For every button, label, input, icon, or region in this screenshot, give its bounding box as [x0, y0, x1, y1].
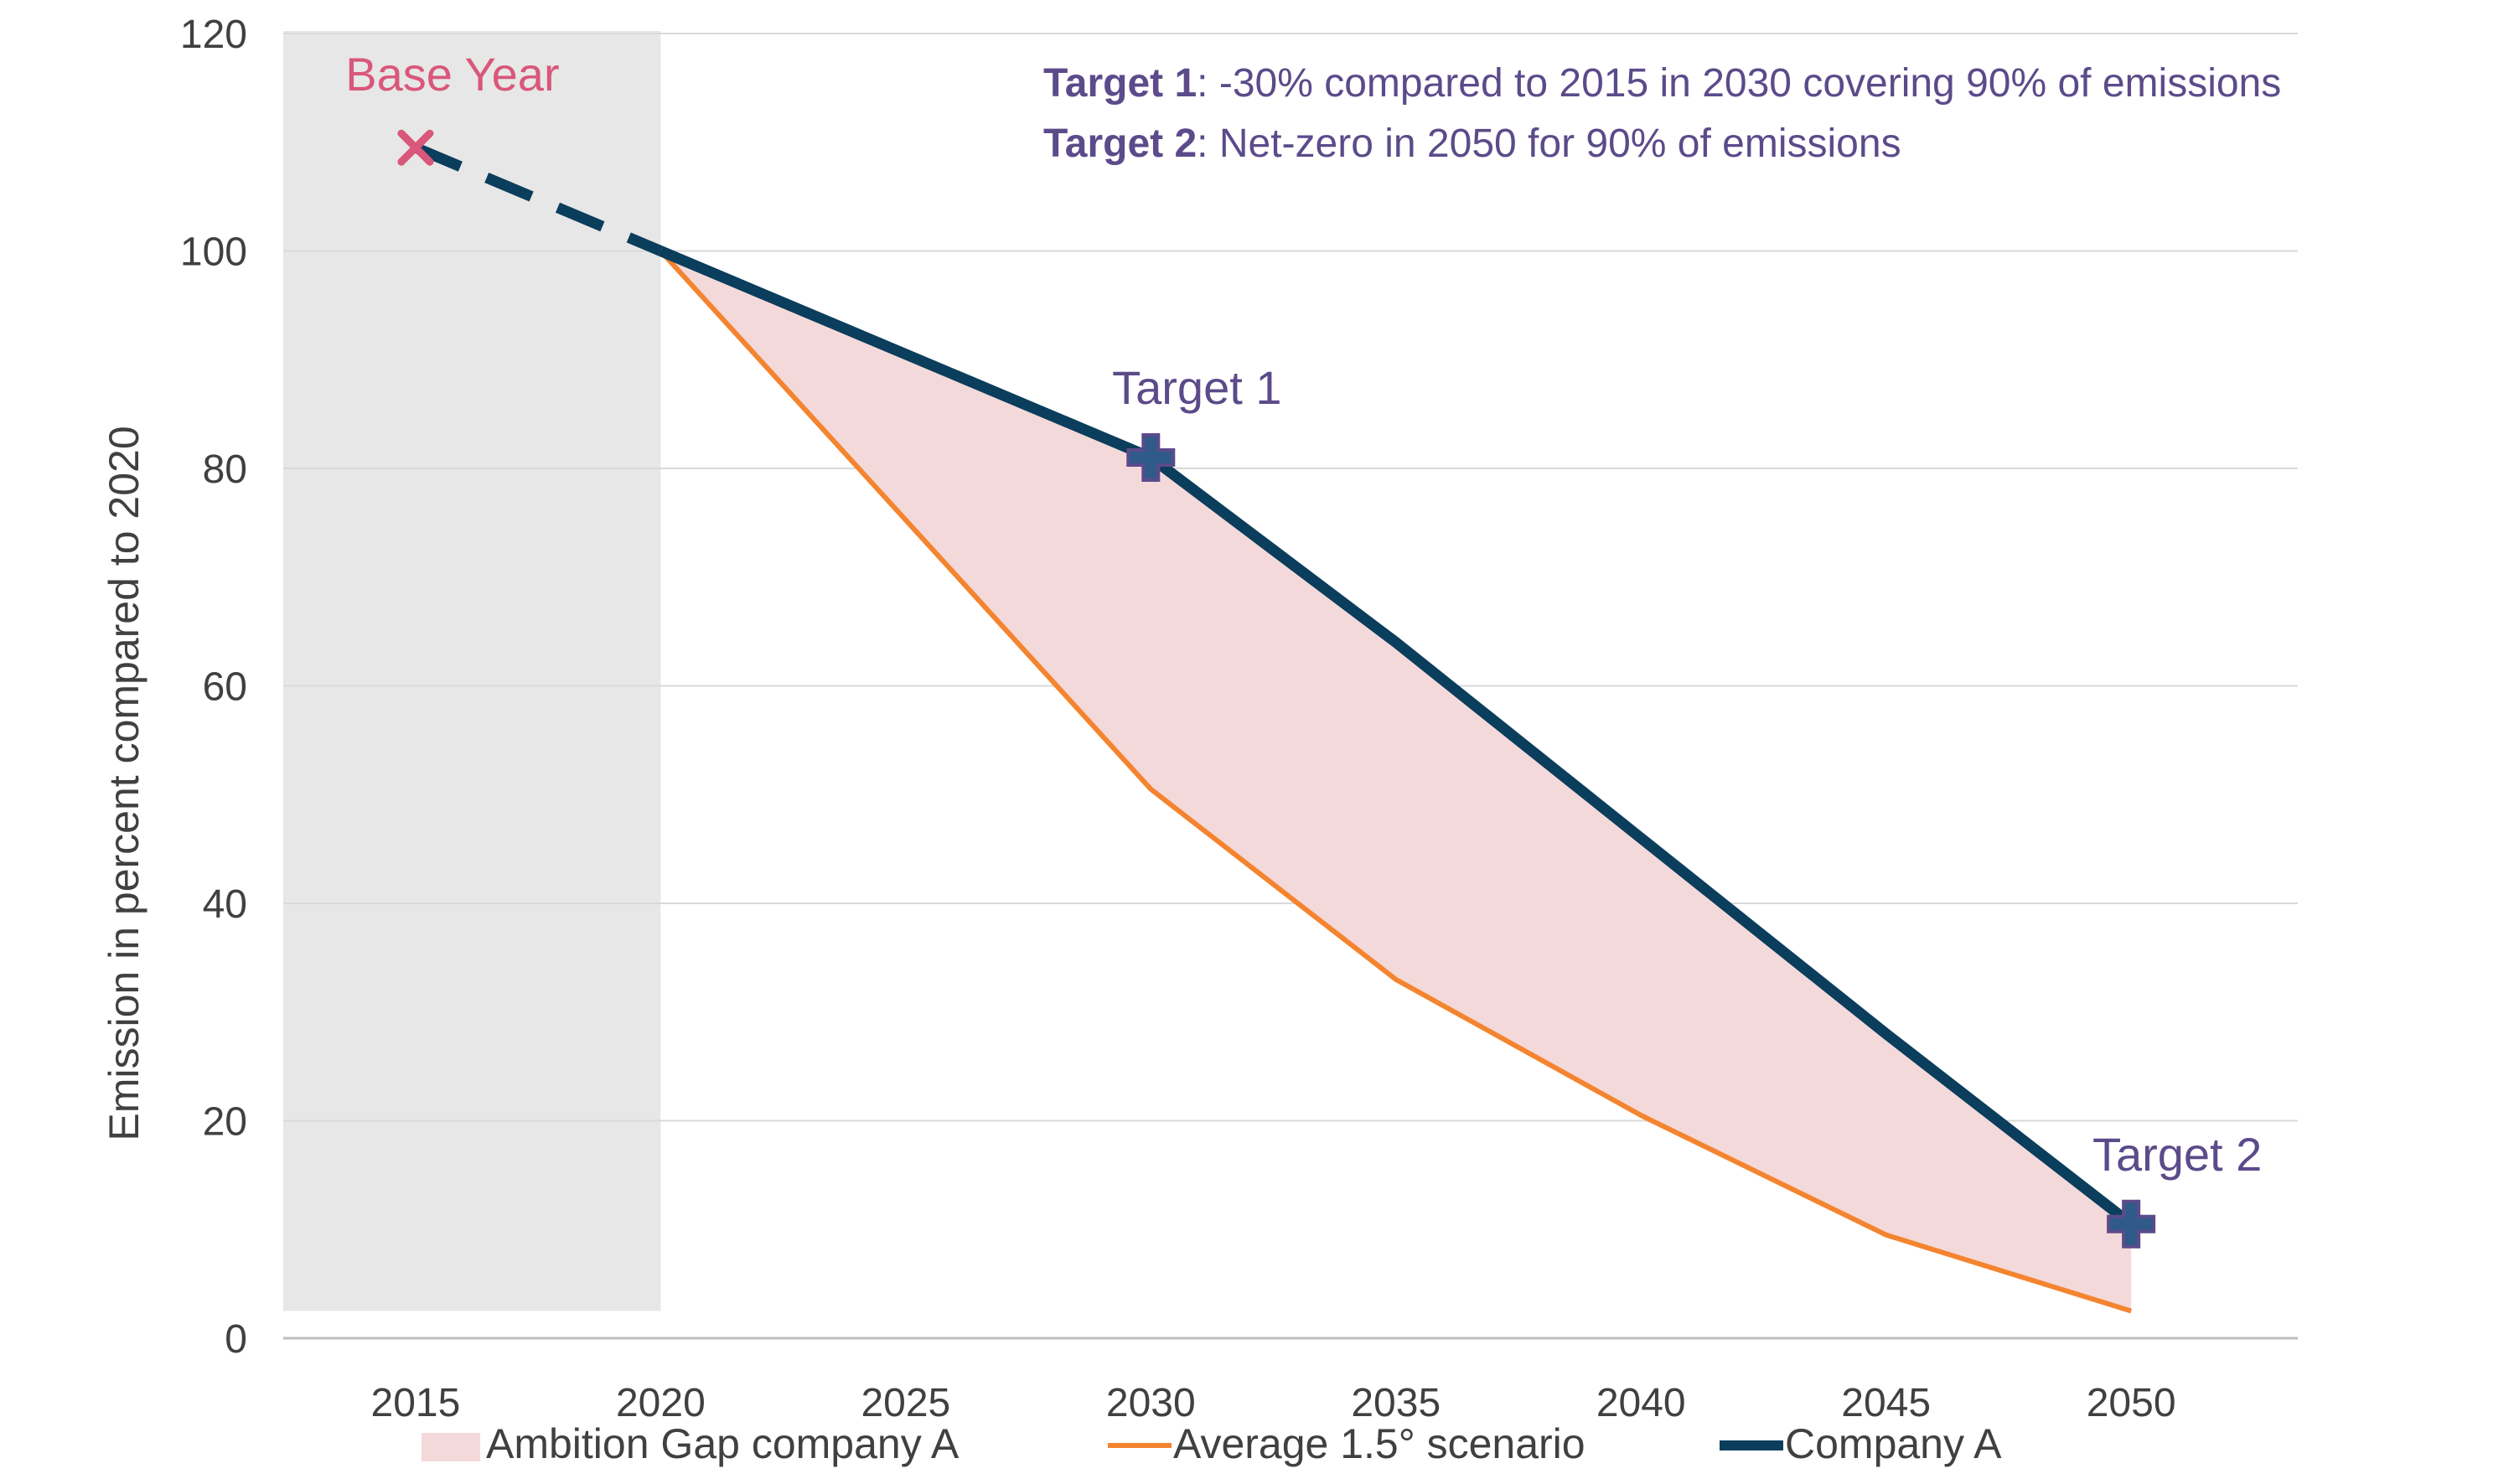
company-a-dashed-line — [413, 142, 663, 256]
legend-label-average-scenario: Average 1.5° scenario — [1173, 1420, 1585, 1467]
x-tick-label: 2025 — [861, 1381, 950, 1425]
target-annotation-bold: Target 2 — [1043, 122, 1197, 166]
x-tick-label: 2015 — [371, 1381, 461, 1425]
legend-label-ambition-gap: Ambition Gap company A — [486, 1420, 960, 1467]
x-tick-label: 2020 — [616, 1381, 706, 1425]
x-tick-label: 2035 — [1351, 1381, 1441, 1425]
y-tick-label: 80 — [203, 447, 247, 492]
y-tick-label: 40 — [203, 882, 247, 927]
x-axis-ticks: 2015 2020 2025 2030 2035 2040 2045 2050 — [371, 1381, 2176, 1425]
target-annotation-2: Target 2: Net-zero in 2050 for 90% of em… — [1043, 122, 1901, 166]
target-markers: Base Year Target 1 Target 2 — [345, 48, 2262, 1249]
target-annotation-text: : -30% compared to 2015 in 2030 covering… — [1197, 61, 2281, 106]
x-tick-label: 2050 — [2087, 1381, 2176, 1425]
y-tick-label: 20 — [203, 1100, 247, 1145]
base-year-x-marker — [397, 129, 434, 166]
base-period-shade — [283, 31, 661, 1311]
legend: Ambition Gap company A Average 1.5° scena… — [422, 1420, 2002, 1467]
target-annotation-1: Target 1: -30% compared to 2015 in 2030 … — [1043, 61, 2281, 106]
ambition-gap-polygon — [660, 251, 2132, 1311]
series-lines — [413, 142, 2135, 1314]
target-annotations: Target 1: -30% compared to 2015 in 2030 … — [1043, 61, 2281, 166]
gridlines — [283, 33, 2298, 1340]
target-plus-marker — [2107, 1199, 2156, 1249]
base-year-label: Base Year — [345, 48, 559, 101]
y-tick-label: 100 — [180, 230, 247, 275]
target-annotation-bold: Target 1 — [1043, 61, 1197, 106]
y-axis-label: Emission in percent compared to 2020 — [101, 426, 147, 1140]
x-tick-label: 2045 — [1841, 1381, 1931, 1425]
legend-label-company-a: Company A — [1785, 1420, 2002, 1467]
company-a-line — [658, 246, 2135, 1228]
target-marker-label: Target 2 — [2092, 1128, 2262, 1181]
average-1-5-scenario-line — [659, 249, 2133, 1314]
legend-swatch-ambition-gap — [422, 1433, 480, 1461]
target-plus-marker — [1126, 433, 1176, 483]
y-axis-ticks: 0 20 40 60 80 100 120 — [180, 13, 247, 1362]
y-tick-label: 120 — [180, 13, 247, 57]
y-tick-label: 0 — [225, 1317, 247, 1362]
x-tick-label: 2040 — [1596, 1381, 1686, 1425]
ambition-gap-area — [660, 251, 2132, 1311]
x-tick-label: 2030 — [1106, 1381, 1196, 1425]
base-period-shading — [283, 31, 661, 1311]
y-tick-label: 60 — [203, 665, 247, 710]
target-marker-label: Target 1 — [1112, 361, 1281, 414]
target-annotation-text: : Net-zero in 2050 for 90% of emissions — [1197, 122, 1901, 166]
